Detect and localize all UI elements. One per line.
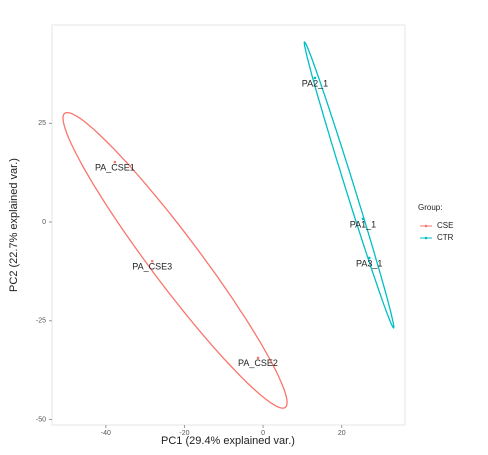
legend-label: CSE: [437, 221, 453, 230]
y-tick-label: -25: [36, 318, 46, 325]
point-label: PA3_1: [356, 258, 382, 268]
point-label: PA_CSE1: [95, 162, 135, 172]
point-label: PA2_1: [302, 78, 328, 88]
legend-label: CTR: [437, 233, 454, 242]
point: [256, 356, 260, 360]
point: [113, 160, 117, 164]
group-ellipse: [62, 111, 288, 409]
y-tick-label: 0: [42, 219, 46, 226]
x-tick-label: -40: [101, 430, 111, 437]
plot-panel: [51, 24, 406, 426]
x-tick-label: 20: [338, 430, 346, 437]
point: [361, 217, 365, 221]
point-label: PA_CSE2: [238, 358, 278, 368]
legend-dot: [424, 236, 428, 240]
x-tick-label: -20: [179, 430, 189, 437]
point-label: PA_CSE3: [132, 262, 172, 272]
y-tick-label: 25: [38, 120, 46, 127]
x-axis-label: PC1 (29.4% explained var.): [161, 435, 295, 447]
legend-dot: [424, 224, 428, 228]
point: [367, 256, 371, 260]
x-tick-label: 0: [261, 430, 265, 437]
y-axis-label: PC2 (22.7% explained var.): [8, 158, 20, 292]
legend-title: Group:: [418, 203, 442, 212]
point: [150, 259, 154, 263]
point: [313, 76, 317, 80]
y-tick-label: -50: [36, 416, 46, 423]
point-label: PA1_1: [350, 219, 376, 229]
group-ellipse: [303, 41, 395, 329]
